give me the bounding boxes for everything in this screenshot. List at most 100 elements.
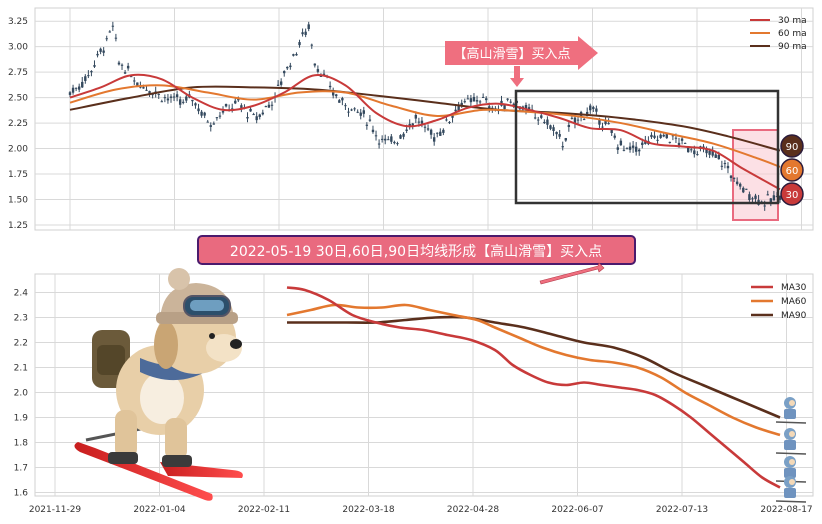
candle-body [292,54,295,56]
candle-body [478,101,482,103]
ma-badges: 90 60 30 [780,134,804,206]
candle-body [142,87,145,89]
candle-body [209,125,212,127]
bottom-y-tick-label: 1.9 [14,414,29,424]
candle-body [567,124,571,128]
candle-body [87,75,90,77]
candle-body [371,129,375,133]
candle-body [631,145,635,148]
candle-body [613,135,616,138]
bottom-x-tick-label: 2022-01-04 [133,505,186,515]
candle-body [726,165,730,169]
candle-body [671,135,675,137]
candle-body [411,123,414,127]
bottom-x-ticks: 2021-11-29 2022-01-04 2022-02-11 2022-03-18… [29,505,813,515]
top-y-tick-label: 1.25 [8,221,28,231]
candle-body [77,86,81,90]
candle-body [237,98,240,101]
candle-body [561,146,564,148]
top-y-tick-label: 2.75 [8,68,28,78]
top-legend: 30 ma 60 ma 90 ma [750,16,807,52]
candle-body [377,143,381,145]
candle-body [677,142,681,146]
bottom-x-tick-label: 2022-04-28 [447,505,500,515]
candle-body [298,42,301,46]
top-y-tick-label: 2.00 [8,145,28,155]
candle-body [114,37,118,39]
candle-body [460,102,463,106]
candle-body [414,114,418,119]
candle-body [206,121,209,123]
top-y-tick-label: 1.50 [8,195,28,205]
ma30-line [286,286,781,489]
badge-circle [780,158,804,182]
candle-body [543,121,546,124]
candle-body [680,138,684,141]
candle-body [690,149,693,151]
candle-body [172,96,176,98]
candle-body [365,124,369,126]
ma30-line [69,73,781,191]
candle-body [270,104,274,106]
candle-body [166,98,170,101]
candle-body [102,50,105,53]
candle-body [328,85,332,88]
top-y-tick-label: 1.75 [8,170,28,180]
top-y-ticks: 1.25 1.50 1.75 2.00 2.25 2.50 2.75 3.00 3.25 [8,17,28,231]
skier-icon [775,476,807,503]
candle-body [255,116,258,121]
candle-body [589,105,592,111]
candle-body [607,123,610,125]
skier-icon [775,397,807,424]
skiing-dog-illustration [74,268,243,501]
candle-body [81,81,84,88]
top-y-tick-label: 2.25 [8,119,28,129]
bottom-y-tick-label: 2.4 [14,289,29,299]
candle-body [481,96,485,98]
candle-body [650,134,653,138]
candle-body [151,94,154,96]
candle-body [696,154,699,156]
candle-body [96,53,99,56]
bottom-x-tick-label: 2022-03-18 [342,505,395,515]
candle-body [200,111,203,116]
candle-body [616,147,620,150]
candle-body [123,72,127,74]
candle-body [344,105,347,107]
candle-body [295,53,298,56]
candle-body [335,94,338,97]
candle-body [475,100,479,102]
candle-body [393,141,396,144]
candle-body [390,136,393,142]
candle-body [723,163,727,165]
candle-body [136,82,139,87]
top-arrow-banner: 【高山滑雪】买入点 [445,36,598,87]
ma90-line [69,85,781,152]
candle-body [439,131,442,136]
badge-circle [780,182,804,206]
candle-body [117,62,121,65]
candle-body [240,105,243,108]
candle-body [778,195,782,200]
candle-body [301,32,304,35]
candle-body [717,154,720,160]
candle-body [350,109,353,111]
candle-body [448,121,451,123]
candle-body [258,114,261,117]
candle-body [426,128,430,130]
candle-body [659,134,662,138]
candle-body [552,127,555,131]
candle-body [111,25,115,27]
candle-body [289,65,292,68]
candle-body [711,150,714,156]
bottom-legend: MA30 MA60 MA90 [751,283,807,321]
badge-label: 60 [786,166,799,177]
candle-body [638,149,641,152]
candle-body [509,101,512,103]
candle-body [570,117,574,119]
candle-body [742,187,745,193]
candle-body [126,65,130,69]
candle-body [90,70,93,73]
